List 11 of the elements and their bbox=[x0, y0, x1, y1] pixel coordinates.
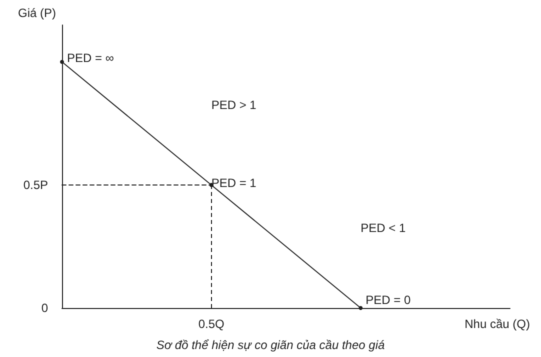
y-tick-label: 0 bbox=[41, 301, 48, 315]
x-axis-title: Nhu cầu (Q) bbox=[464, 317, 530, 331]
annotation: PED = ∞ bbox=[67, 50, 114, 65]
y-tick-label: 0.5P bbox=[23, 178, 48, 192]
annotation: PED = 1 bbox=[211, 176, 257, 190]
y-axis-title: Giá (P) bbox=[18, 6, 56, 20]
x-tick-label: 0.5Q bbox=[198, 317, 224, 331]
text: Sơ đồ thể hiện sự co giãn của cầu theo giá bbox=[156, 338, 385, 352]
annotation: PED = 0 bbox=[366, 293, 412, 307]
annotation: PED > 1 bbox=[211, 98, 257, 112]
annotation: PED < 1 bbox=[360, 221, 406, 236]
